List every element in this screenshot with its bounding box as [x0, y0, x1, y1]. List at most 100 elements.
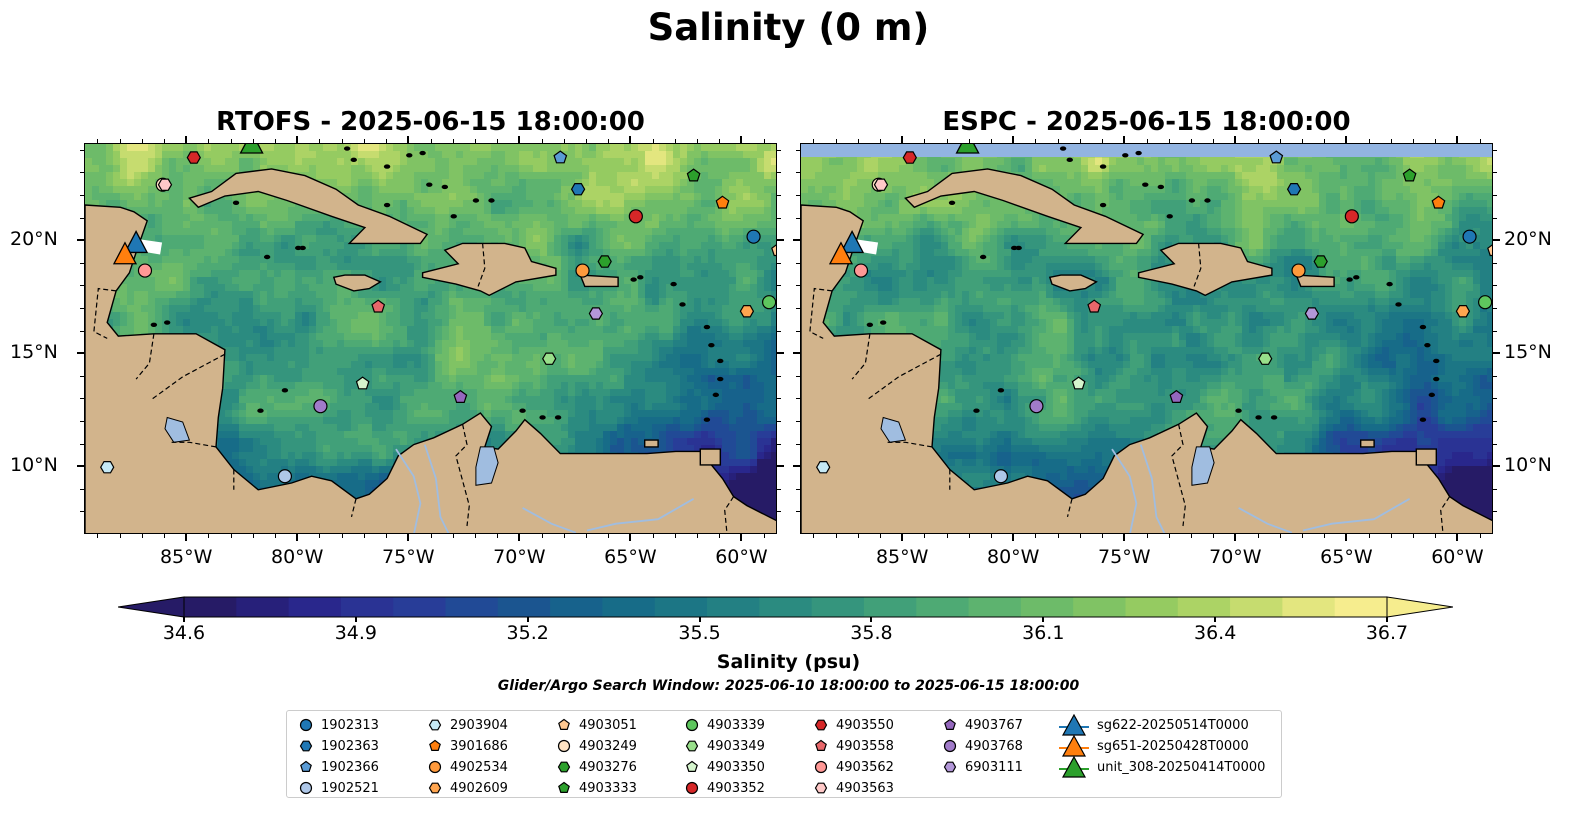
colorbar-tick-mark	[870, 617, 873, 622]
lat-minor-tick-right	[1493, 172, 1497, 174]
lon-minor-tick-top	[141, 139, 143, 143]
float-marker-2903904	[816, 461, 831, 474]
legend-marker-pentagon	[815, 739, 827, 751]
legend-marker-circle	[685, 781, 699, 795]
colorbar-segment	[550, 597, 604, 617]
lat-minor-tick-right	[1493, 307, 1497, 309]
lon-tick-label: 85°W	[875, 546, 929, 568]
lat-minor-tick	[80, 420, 84, 422]
small-island	[1419, 417, 1427, 422]
lat-minor-tick	[80, 217, 84, 219]
colorbar-segment	[1125, 597, 1179, 617]
lon-minor-tick-top	[474, 139, 476, 143]
lat-tick-mark-right	[1493, 465, 1500, 468]
float-marker-4903558	[1087, 299, 1102, 313]
lat-tick-mark	[77, 465, 84, 468]
legend-label: 4903768	[965, 738, 1023, 754]
glider-marker-unit_308-20250414T0000	[239, 144, 264, 154]
lon-minor-tick-top	[1146, 139, 1148, 143]
float-marker-4902534	[575, 263, 590, 278]
river	[423, 444, 450, 533]
small-island	[679, 302, 686, 307]
legend-item-6903111: 6903111	[943, 757, 1023, 777]
lon-tick-mark-top	[1123, 136, 1126, 143]
float-marker-4903563	[157, 178, 173, 191]
lon-minor-tick-top	[1390, 139, 1392, 143]
lat-tick-mark	[77, 239, 84, 242]
float-marker-4903563	[873, 178, 889, 191]
country-border	[851, 333, 871, 380]
lon-minor-tick-top	[230, 139, 232, 143]
legend-item-4902609: 4902609	[428, 778, 508, 798]
colorbar-label: Salinity (psu)	[716, 651, 861, 673]
lon-minor-tick	[386, 534, 388, 538]
lon-minor-tick-top	[1168, 139, 1170, 143]
legend-label: 4903349	[707, 738, 765, 754]
small-island	[350, 157, 357, 163]
legend-label: 3901686	[450, 738, 508, 754]
float-marker-1902366	[1269, 150, 1284, 164]
lat-minor-tick	[796, 217, 800, 219]
legend-item-4903352: 4903352	[685, 778, 765, 798]
float-marker-4903352	[628, 209, 643, 224]
legend-marker-pentagon	[686, 760, 698, 772]
float-marker-1902313	[746, 229, 761, 244]
small-island	[406, 153, 413, 158]
lon-minor-tick	[719, 534, 721, 538]
lat-minor-tick-right	[777, 262, 781, 264]
lon-minor-tick	[1213, 534, 1215, 538]
float-marker-3901686	[1431, 195, 1446, 209]
lake-maracaibo	[1191, 446, 1215, 486]
legend-item-sg622-20250514T0000: sg622-20250514T0000	[1059, 714, 1249, 736]
colorbar-segment	[759, 597, 813, 617]
float-marker-6903111	[588, 307, 604, 320]
legend-label: unit_308-20250414T0000	[1097, 759, 1266, 775]
lon-tick-mark	[901, 534, 904, 541]
lat-minor-tick	[80, 398, 84, 400]
land-margarita	[1360, 439, 1375, 448]
legend-item-4903768: 4903768	[943, 736, 1023, 756]
colorbar-segment	[654, 597, 708, 617]
float-marker-4903051	[771, 244, 776, 257]
lat-minor-tick	[796, 330, 800, 332]
lon-minor-tick	[585, 534, 587, 538]
lon-minor-tick	[1035, 534, 1037, 538]
small-island	[1424, 342, 1431, 348]
lat-minor-tick-right	[777, 307, 781, 309]
lat-tick-label: 15°N	[10, 341, 58, 364]
small-island	[281, 388, 289, 393]
colorbar-segment	[1334, 597, 1388, 617]
colorbar-tick-mark	[1214, 617, 1217, 622]
lon-tick-mark	[1345, 534, 1348, 541]
lon-minor-tick-top	[119, 139, 121, 143]
lon-minor-tick-top	[541, 139, 543, 143]
float-marker-4903562	[853, 263, 869, 278]
country-border	[477, 243, 486, 287]
lon-minor-tick	[697, 534, 699, 538]
lon-minor-tick	[275, 534, 277, 538]
country-border	[1066, 498, 1073, 518]
lat-minor-tick-right	[1493, 375, 1497, 377]
lon-minor-tick	[141, 534, 143, 538]
country-border	[724, 496, 735, 533]
panel-title-rtofs: RTOFS - 2025-06-15 18:00:00	[216, 107, 645, 137]
lon-minor-tick-top	[924, 139, 926, 143]
lon-tick-mark	[1456, 534, 1459, 541]
lat-minor-tick	[796, 511, 800, 513]
small-island	[1166, 214, 1173, 219]
glider-marker-sg651-20250428T0000	[112, 241, 138, 265]
legend-label: 1902366	[321, 759, 379, 775]
float-marker-4903339	[1478, 295, 1492, 310]
lat-minor-tick-right	[777, 149, 781, 151]
colorbar-extend-min	[117, 596, 185, 618]
small-island	[1188, 198, 1196, 203]
float-marker-2903904	[100, 461, 115, 474]
lon-minor-tick-top	[1279, 139, 1281, 143]
legend-label: 4903558	[836, 738, 894, 754]
lon-minor-tick-top	[97, 139, 99, 143]
lon-tick-label: 70°W	[493, 546, 546, 568]
legend-item-4903350: 4903350	[685, 757, 765, 777]
small-island	[383, 164, 391, 169]
lon-tick-mark-top	[296, 136, 299, 143]
lon-tick-label: 60°W	[715, 546, 768, 568]
